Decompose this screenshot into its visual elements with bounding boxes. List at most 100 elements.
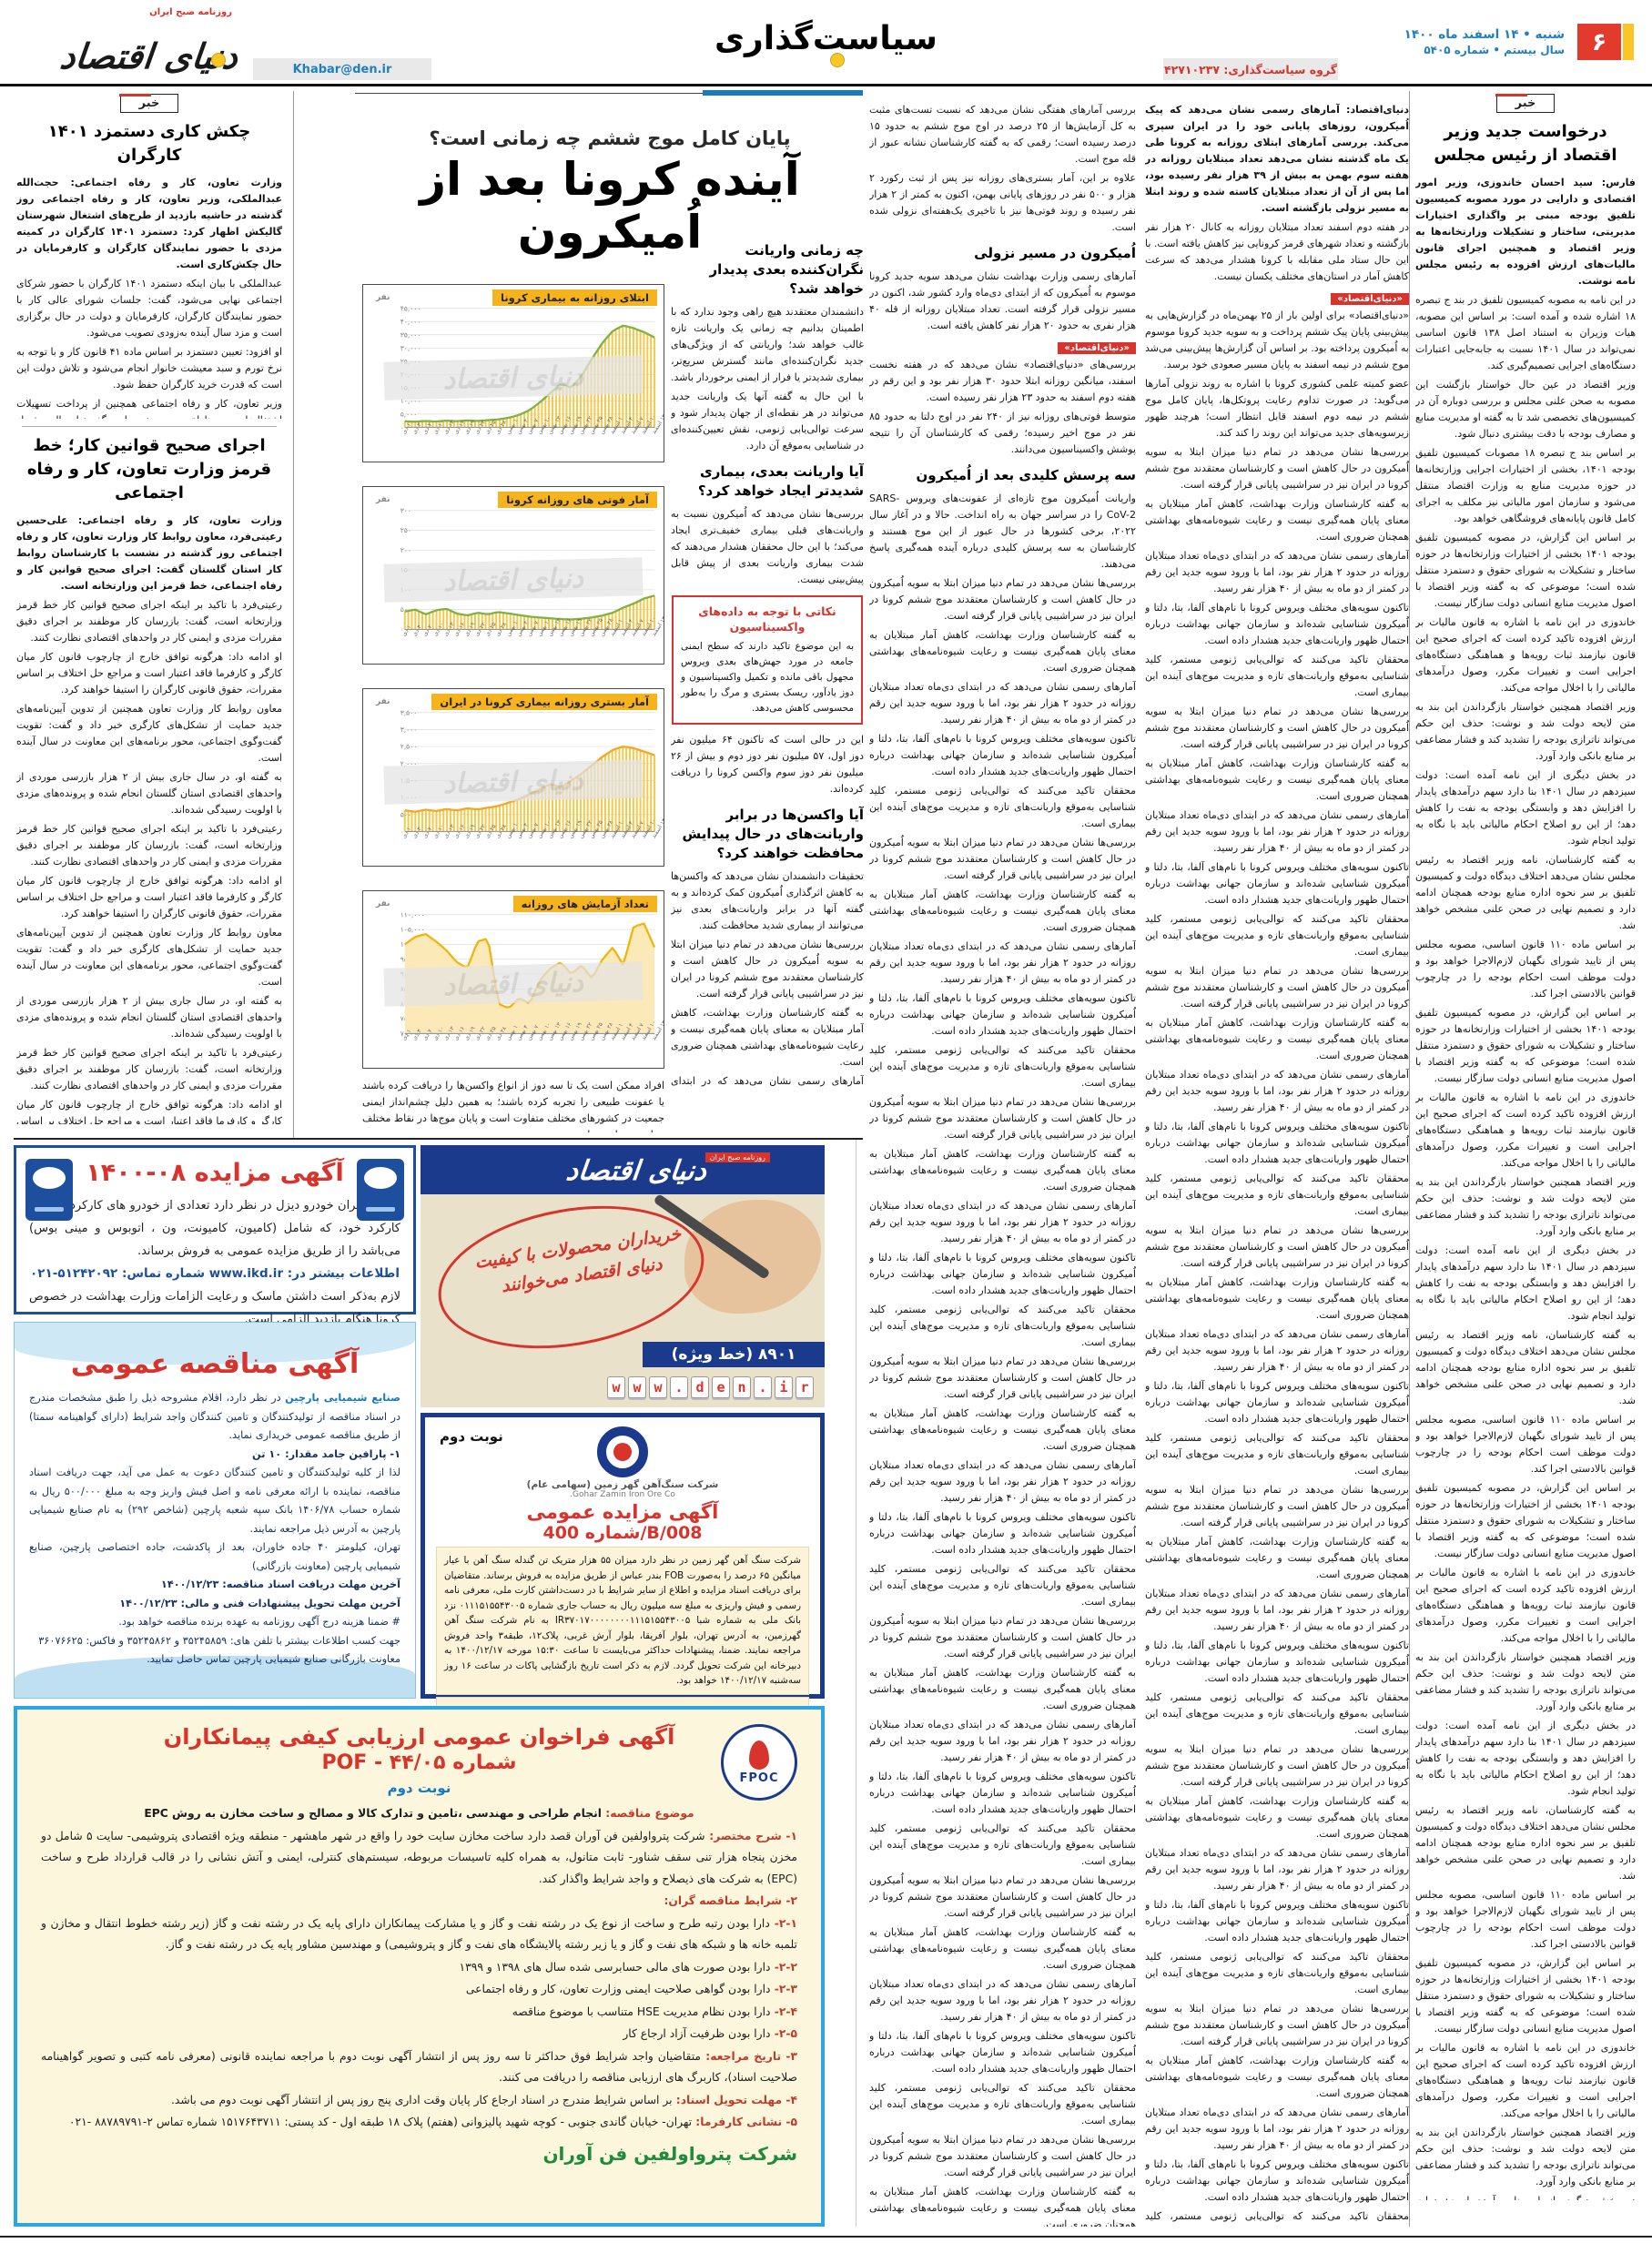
- ad-intro: صنایع شیمیایی پارچین در نظر دارد، اقلام …: [29, 1389, 400, 1446]
- paragraph: تاکنون سویه‌های مختلف ویروس کرونا با نام…: [869, 2030, 1136, 2075]
- paragraph: در این نامه به مصوبه کمیسیون تلفیق در بن…: [1415, 294, 1636, 371]
- paragraph: بر اساس این گزارش، در مصوبه کمیسیون تلفی…: [1415, 1007, 1636, 1084]
- url-key: w: [628, 1376, 646, 1398]
- paragraph: آمارهای رسمی نشان می‌دهد که در ابتدای دی…: [671, 1075, 864, 1087]
- paragraph: محققان تاکید می‌کنند که توالی‌یابی ژنومی…: [869, 1044, 1136, 1089]
- url-key: w: [607, 1376, 625, 1398]
- page-bottom-rule: [0, 2236, 1652, 2238]
- article-divider: [22, 426, 277, 427]
- paragraph: متوسط فوتی‌های روزانه نیز از ۲۴۰ نفر در …: [869, 411, 1136, 455]
- ad-title: آگهی مزایده عمومی: [526, 1501, 719, 1523]
- chart-title: آمار بستری روزانه بیماری کرونا در ایران: [431, 694, 657, 710]
- column-divider: [1409, 91, 1410, 2227]
- sub-headline: اُمیکرون در مسیر نزولی: [974, 245, 1136, 261]
- paragraph: محققان تاکید می‌کنند که توالی‌یابی ژنومی…: [1145, 913, 1409, 958]
- paragraph: وزیر اقتصاد همچنین خواستار بازگرداندن ای…: [1415, 2126, 1636, 2187]
- brand-highlight-chip: «دنیای‌اقتصاد»: [1331, 293, 1409, 305]
- header-rule: [0, 84, 1652, 86]
- paragraph: تاکنون سویه‌های مختلف ویروس کرونا با نام…: [869, 992, 1136, 1037]
- tender-line-text: دارا بودن صورت های مالی حسابرسی شده سال …: [459, 1960, 771, 1974]
- chart-title: ابتلای روزانه به بیماری کرونا: [492, 289, 657, 306]
- svg-text:۲۰۰: ۲۰۰: [400, 546, 411, 554]
- paragraph: به گفته کارشناسان، نامه وزیر اقتصاد به ر…: [1415, 1804, 1636, 1882]
- ad-body-lines: موضوع مناقصه: انجام طراحی و مهندسی ،تامی…: [41, 1803, 797, 2134]
- paragraph: تاکنون سویه‌های مختلف ویروس کرونا با نام…: [1145, 1380, 1409, 1425]
- main-article-mid-column: چه زمانی واریانت نگران‌کننده بعدی پدیدار…: [671, 233, 864, 1089]
- paragraph: تاکنون سویه‌های مختلف ویروس کرونا با نام…: [1145, 1639, 1409, 1684]
- ad-parchin-tender: آگهی مناقصه عمومی صنایع شیمیایی پارچین د…: [14, 1322, 416, 1699]
- paragraph: محققان تاکید می‌کنند که توالی‌یابی ژنومی…: [869, 1563, 1136, 1608]
- right-news-column: خبر درخواست جدید وزیر اقتصاد از رئیس مجل…: [1415, 93, 1636, 2200]
- paragraph: وزارت تعاون، کار و رفاه اجتماعی: حجت‌الل…: [16, 177, 282, 270]
- paragraph: بررسی‌ها نشان می‌دهد در تمام دنیا میزان …: [1145, 2003, 1409, 2047]
- ad-address: تهران، کیلومتر ۴۰ جاده خاوران، بعد از پا…: [29, 1541, 400, 1572]
- ad-title: آگهی مزایده ۰۸-۱۴۰۰: [86, 1159, 344, 1187]
- url-key: w: [649, 1376, 667, 1398]
- paragraph: محققان تاکید می‌کنند که توالی‌یابی ژنومی…: [869, 2082, 1136, 2126]
- advertiser-name: شرکت پترواولفین فن آوران: [542, 2142, 797, 2165]
- tender-line-text: دارا بودن نظام مدیریت HSE متناسب با موضو…: [512, 2004, 771, 2018]
- paragraph: بررسی‌ها نشان می‌دهد که اُمیکرون نسبت به…: [671, 508, 864, 585]
- svg-text:۱۱۰,۰۰۰: ۱۱۰,۰۰۰: [400, 910, 425, 919]
- paragraph: آمارهای رسمی نشان می‌دهد که در ابتدای دی…: [1145, 1328, 1409, 1373]
- svg-text:۲,۵۰۰: ۲,۵۰۰: [400, 743, 418, 751]
- paragraph: به گفته کارشناسان وزارت بهداشت، کاهش آما…: [869, 1667, 1136, 1711]
- den-logo: دنیای اقتصاد: [564, 1155, 708, 1187]
- paragraph: بر اساس ماده ۱۱۰ قانون اساسی، مصوبه مجلس…: [1415, 1414, 1636, 1475]
- tender-line: ۵- نشانی کارفرما: تهران- خیابان گاندی جن…: [41, 2112, 797, 2134]
- paragraph: به گفته کارشناسان، نامه وزیر اقتصاد به ر…: [1415, 1329, 1636, 1406]
- desk-email: Khabar@den.ir: [253, 58, 431, 80]
- paragraph: به گفته او، در سال جاری بیش از ۲ هزار با…: [16, 771, 282, 816]
- paragraph: به گفته کارشناسان وزارت بهداشت، کاهش آما…: [1145, 1017, 1409, 1061]
- paragraph: فارس: سید احسان خاندوزی، وزیر امور اقتصا…: [1415, 177, 1636, 287]
- paragraph: خاندوزی در این نامه با اشاره به قانون ما…: [1415, 2042, 1636, 2119]
- paragraph: محققان تاکید می‌کنند که توالی‌یابی ژنومی…: [1145, 654, 1409, 698]
- paragraph: تاکنون سویه‌های مختلف ویروس کرونا با نام…: [1145, 1899, 1409, 1944]
- paragraph: رعیتی‌فرد با تاکید بر اینکه اجرای صحیح ق…: [16, 599, 282, 644]
- logo-subtitle: روزنامه صبح ایران: [704, 1152, 770, 1162]
- ad-contact-link: اطلاعات بیشتر در: www.ikd.ir شماره تماس:…: [30, 1266, 400, 1281]
- paragraph: بررسی‌ها نشان می‌دهد در تمام دنیا میزان …: [869, 1615, 1136, 1659]
- paragraph: بررسی آمارهای هفتگی نشان می‌دهد که نسبت …: [869, 104, 1136, 165]
- logo-subtitle: روزنامه صبح ایران: [149, 7, 232, 17]
- svg-text:۲۵۰: ۲۵۰: [400, 526, 411, 534]
- paragraph: دنیای‌اقتصاد: آمارهای رسمی نشان می‌دهد ک…: [1145, 104, 1409, 214]
- paragraph: به گفته کارشناسان وزارت بهداشت، کاهش آما…: [1145, 757, 1409, 802]
- svg-text:۱۰۵,۰۰۰: ۱۰۵,۰۰۰: [400, 926, 425, 934]
- url-key: i: [775, 1376, 793, 1398]
- tender-line: ۲-۴- دارا بودن نظام مدیریت HSE متناسب با…: [41, 2002, 797, 2024]
- paragraph: به گفته کارشناسان وزارت بهداشت، کاهش آما…: [1145, 2055, 1409, 2099]
- ad-content: آگهی مناقصه عمومی صنایع شیمیایی پارچین د…: [29, 1346, 400, 1674]
- watermark: دنیای اقتصاد: [383, 961, 644, 1008]
- paragraph: آمارهای رسمی نشان می‌دهد که در ابتدای دی…: [869, 681, 1136, 726]
- paragraph: تاکنون سویه‌های مختلف ویروس کرونا با نام…: [869, 1771, 1136, 1815]
- tender-line-label: ۵- نشانی کارفرما:: [692, 2116, 797, 2128]
- paragraph: محققان تاکید می‌کنند که توالی‌یابی ژنومی…: [1145, 1951, 1409, 1995]
- ad-gohar-zamin: نوبت دوم شرکت سنگ‌آهن گهر زمین (سهامی عا…: [421, 1413, 825, 1758]
- paragraph: او افزود: تعیین دستمزد بر اساس ماده ۴۱ ق…: [16, 346, 282, 391]
- column-divider: [293, 91, 294, 1138]
- paragraph: تاکنون سویه‌های مختلف ویروس کرونا با نام…: [869, 1511, 1136, 1556]
- paragraph: آمارهای رسمی نشان می‌دهد که در ابتدای دی…: [1145, 550, 1409, 594]
- paragraph: آمارهای رسمی نشان می‌دهد که در ابتدای دی…: [869, 1978, 1136, 2023]
- paragraph: با این حال به گفته آنها یک واریانت جدید …: [671, 391, 864, 452]
- svg-text:۷ دی: ۷ دی: [421, 421, 433, 435]
- chart-unit-label: نفر: [376, 899, 390, 908]
- svg-text:۰: ۰: [400, 827, 404, 836]
- url-key: .: [754, 1376, 772, 1398]
- ad-title-number: شماره ۴۴/۰۵ - POF: [321, 1751, 517, 1774]
- paragraph: تاکنون سویه‌های مختلف ویروس کرونا با نام…: [1145, 1121, 1409, 1165]
- date-block: شنبه • ۱۴ اسفند ماه ۱۴۰۰ سال بیستم • شما…: [1404, 27, 1565, 58]
- paragraph: بر اساس این گزارش، در مصوبه کمیسیون تلفی…: [1415, 1482, 1636, 1559]
- tender-line-text: دارا بودن ظرفیت آزاد ارجاع کار: [623, 2027, 771, 2040]
- ad-body-text: لذا از کلیه تولیدکنندگان و تامین کنندگان…: [29, 1467, 400, 1535]
- flame-icon: [749, 1740, 769, 1770]
- paragraph: بر اساس این گزارش، در مصوبه کمیسیون تلفی…: [1415, 1957, 1636, 2035]
- paragraph: بررسی‌ها نشان می‌دهد در تمام دنیا میزان …: [869, 2134, 1136, 2178]
- paragraph: بررسی‌ها نشان می‌دهد در تمام دنیا میزان …: [869, 1874, 1136, 1919]
- url-key: .: [670, 1376, 688, 1398]
- paragraph: بر اساس ماده ۱۱۰ قانون اساسی، مصوبه مجلس…: [1415, 939, 1636, 1000]
